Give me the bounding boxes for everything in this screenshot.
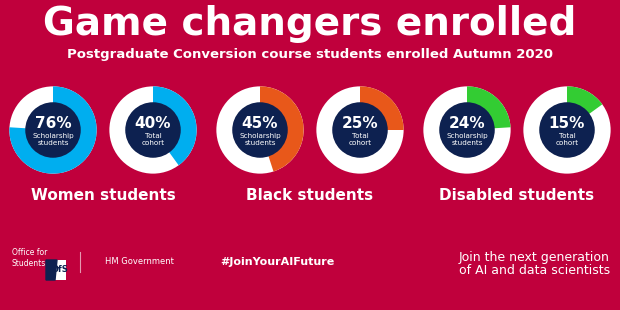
Text: Disabled students: Disabled students: [440, 188, 595, 203]
Text: Women students: Women students: [30, 188, 175, 203]
Wedge shape: [316, 86, 404, 174]
Text: HM Government: HM Government: [105, 258, 174, 267]
Text: Office for
Students: Office for Students: [12, 248, 47, 268]
Wedge shape: [567, 86, 602, 114]
Circle shape: [26, 103, 80, 157]
Text: Black students: Black students: [246, 188, 374, 203]
Text: Scholarship
students: Scholarship students: [446, 133, 488, 146]
Circle shape: [440, 103, 494, 157]
Wedge shape: [216, 86, 304, 174]
Wedge shape: [423, 86, 511, 174]
Wedge shape: [109, 86, 197, 174]
Text: Scholarship
students: Scholarship students: [32, 133, 74, 146]
Wedge shape: [9, 86, 97, 174]
Text: 15%: 15%: [549, 116, 585, 131]
Text: 76%: 76%: [35, 116, 71, 131]
Text: #JoinYourAIFuture: #JoinYourAIFuture: [220, 257, 334, 267]
Text: Scholarship
students: Scholarship students: [239, 133, 281, 146]
Text: 45%: 45%: [242, 116, 278, 131]
Text: 40%: 40%: [135, 116, 171, 131]
Text: Total
cohort: Total cohort: [141, 133, 164, 146]
Circle shape: [333, 103, 387, 157]
Circle shape: [126, 103, 180, 157]
Wedge shape: [260, 86, 304, 171]
Wedge shape: [467, 86, 510, 128]
Wedge shape: [360, 86, 404, 130]
Text: of AI and data scientists: of AI and data scientists: [459, 264, 610, 277]
Text: Total
cohort: Total cohort: [348, 133, 371, 146]
Text: OfS: OfS: [52, 265, 69, 274]
Text: 24%: 24%: [449, 116, 485, 131]
Text: Join the next generation: Join the next generation: [459, 250, 610, 264]
Text: Total
cohort: Total cohort: [556, 133, 578, 146]
Wedge shape: [9, 86, 97, 174]
Polygon shape: [46, 260, 57, 280]
Text: Game changers enrolled: Game changers enrolled: [43, 5, 577, 43]
Wedge shape: [523, 86, 611, 174]
Circle shape: [540, 103, 594, 157]
Wedge shape: [153, 86, 197, 165]
Text: 25%: 25%: [342, 116, 378, 131]
FancyBboxPatch shape: [46, 260, 66, 280]
Text: Postgraduate Conversion course students enrolled Autumn 2020: Postgraduate Conversion course students …: [67, 48, 553, 61]
Circle shape: [233, 103, 287, 157]
